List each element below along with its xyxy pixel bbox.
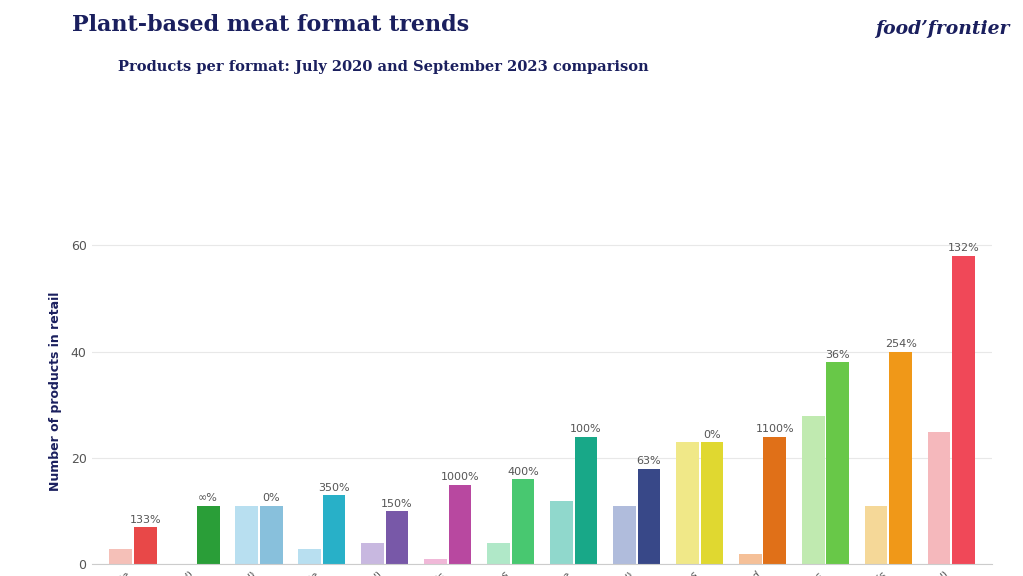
Bar [827, 362, 849, 564]
Bar [134, 527, 157, 564]
Bar [299, 548, 321, 564]
Bar [323, 495, 346, 564]
Text: 100%: 100% [570, 424, 602, 434]
Text: food’frontier: food’frontier [875, 20, 1009, 38]
Text: 350%: 350% [318, 483, 350, 492]
Bar [676, 442, 699, 564]
Text: 1100%: 1100% [756, 424, 794, 434]
Text: 0%: 0% [262, 493, 280, 503]
Bar [613, 506, 635, 564]
Bar [952, 256, 975, 564]
Text: 150%: 150% [382, 499, 413, 509]
Bar [864, 506, 888, 564]
Bar [235, 506, 258, 564]
Bar [739, 554, 761, 564]
Bar [260, 506, 282, 564]
Bar [928, 431, 950, 564]
Text: 36%: 36% [826, 350, 850, 360]
Text: 400%: 400% [507, 467, 539, 477]
Bar [550, 501, 573, 564]
Bar [109, 548, 132, 564]
Text: 1000%: 1000% [441, 472, 480, 482]
Bar [487, 543, 509, 564]
Bar [196, 506, 220, 564]
Bar [425, 559, 447, 564]
Text: 132%: 132% [947, 244, 980, 253]
Text: 63%: 63% [636, 456, 661, 466]
Bar [361, 543, 384, 564]
Bar [449, 485, 472, 564]
Text: 133%: 133% [130, 514, 161, 525]
Text: 0%: 0% [703, 430, 720, 439]
Text: 254%: 254% [885, 339, 917, 349]
Bar [802, 416, 825, 564]
Bar [637, 469, 660, 564]
Bar [889, 352, 913, 564]
Bar [575, 437, 597, 564]
Text: Plant-based meat format trends: Plant-based meat format trends [72, 14, 469, 36]
Text: ∞%: ∞% [198, 493, 218, 503]
Bar [386, 511, 408, 564]
Bar [763, 437, 786, 564]
Y-axis label: Number of products in retail: Number of products in retail [49, 292, 62, 491]
Bar [701, 442, 723, 564]
Text: Products per format: July 2020 and September 2023 comparison: Products per format: July 2020 and Septe… [118, 60, 649, 74]
Bar [512, 479, 534, 564]
